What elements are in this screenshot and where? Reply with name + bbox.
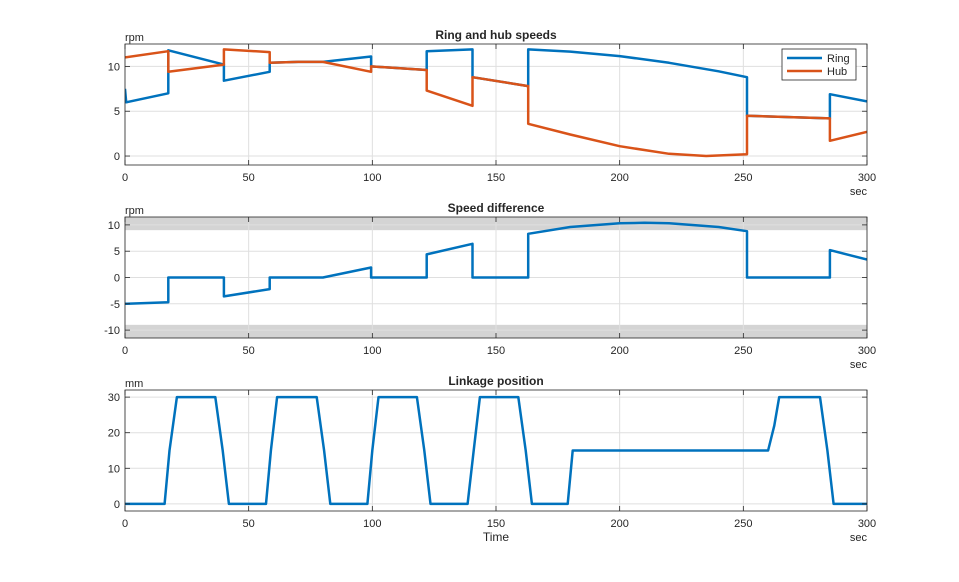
plot-1: 0 50 100 150 200 250 300 0 5 10 Ring and hub speed… [108, 28, 876, 198]
legend-entry-ring: Ring [827, 53, 850, 65]
y-tick-label: 10 [108, 61, 120, 73]
x-tick-label: 0 [122, 518, 128, 530]
x-tick-label: 300 [858, 345, 876, 357]
legend-box [781, 48, 857, 81]
plot-3: 0 50 100 150 200 250 300 0 10 20 30 Linkage positio… [108, 374, 876, 544]
series-line-hub [125, 48, 867, 158]
y-tick-label: 20 [108, 428, 120, 440]
chart-title: Speed difference [448, 201, 545, 215]
x-tick-label: 200 [610, 518, 628, 530]
y-tick-label: 5 [114, 106, 120, 118]
x-tick-label: 50 [243, 345, 255, 357]
legend-entry-hub: Hub [827, 66, 847, 78]
y-tick-label: 10 [108, 220, 120, 232]
series-line-linkage-position [125, 395, 867, 506]
plot-2: 0 50 100 150 200 250 300 -10 -5 0 5 10 Speed differe… [104, 201, 876, 371]
x-axis-label: Time [483, 530, 510, 544]
y-unit-label: rpm [125, 32, 144, 44]
x-tick-label: 250 [734, 172, 752, 184]
x-tick-label: 0 [122, 172, 128, 184]
y-tick-label: 10 [108, 463, 120, 475]
y-tick-label: 0 [114, 499, 120, 511]
x-tick-label: 300 [858, 518, 876, 530]
chart-title: Linkage position [448, 374, 543, 388]
y-tick-label: 30 [108, 392, 120, 404]
x-unit-label: sec [850, 359, 868, 371]
x-tick-label: 250 [734, 518, 752, 530]
x-tick-label: 150 [487, 345, 505, 357]
y-tick-label: -5 [110, 299, 120, 311]
x-tick-label: 150 [487, 518, 505, 530]
y-unit-label: rpm [125, 205, 144, 217]
x-tick-label: 300 [858, 172, 876, 184]
x-tick-label: 200 [610, 345, 628, 357]
chart-title: Ring and hub speeds [435, 28, 557, 42]
x-unit-label: sec [850, 186, 868, 198]
x-tick-label: 250 [734, 345, 752, 357]
x-tick-label: 150 [487, 172, 505, 184]
series-line-ring [125, 48, 867, 120]
x-tick-label: 100 [363, 518, 381, 530]
x-tick-label: 100 [363, 172, 381, 184]
x-tick-label: 50 [243, 172, 255, 184]
x-tick-label: 200 [610, 172, 628, 184]
y-tick-label: 0 [114, 151, 120, 163]
x-unit-label: sec [850, 532, 868, 544]
y-unit-label: mm [125, 378, 143, 390]
y-tick-label: 0 [114, 273, 120, 285]
y-tick-label: -10 [104, 325, 120, 337]
x-tick-label: 50 [243, 518, 255, 530]
x-tick-label: 0 [122, 345, 128, 357]
y-tick-label: 5 [114, 246, 120, 258]
x-tick-label: 100 [363, 345, 381, 357]
series-line-speed-difference [125, 221, 867, 306]
